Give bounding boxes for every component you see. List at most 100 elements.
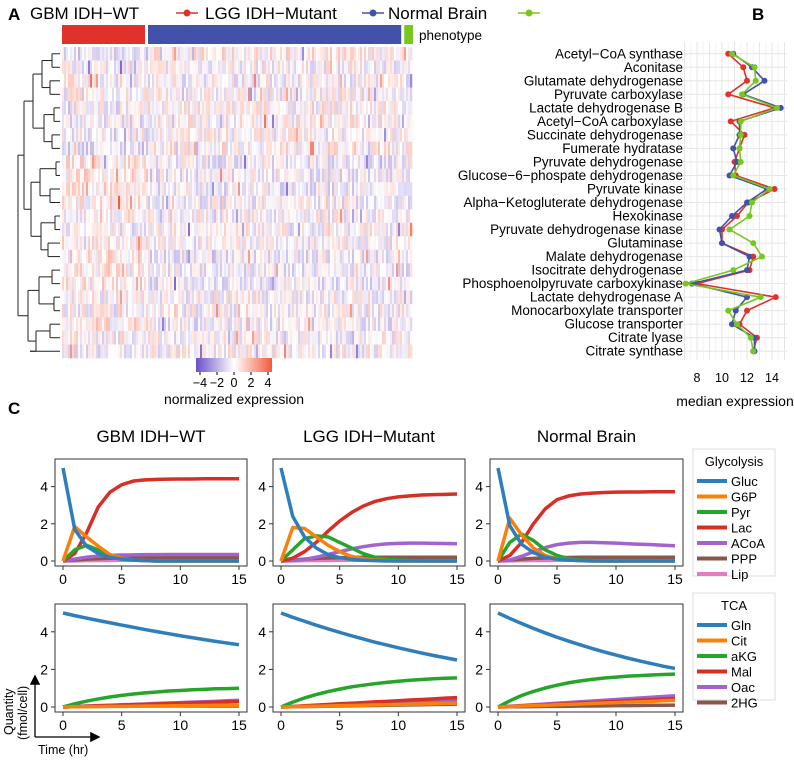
heatmap-cell xyxy=(124,87,127,102)
heatmap-cell xyxy=(328,344,331,359)
heatmap-cell xyxy=(262,263,265,278)
heatmap-cell xyxy=(378,317,381,332)
heatmap-cell xyxy=(130,60,133,75)
heatmap-cell xyxy=(386,155,389,169)
heatmap-cell xyxy=(182,317,185,332)
heatmap-cell xyxy=(148,317,151,332)
heatmap-cell xyxy=(400,290,403,305)
heatmap-cell xyxy=(376,317,379,332)
heatmap-cell xyxy=(276,114,279,129)
heatmap-cell xyxy=(276,249,279,264)
heatmap-cell xyxy=(342,87,345,102)
data-point xyxy=(744,199,750,206)
heatmap-cell xyxy=(286,249,289,264)
heatmap-cell xyxy=(324,128,327,142)
heatmap-cell xyxy=(244,155,247,169)
heatmap-cell xyxy=(220,236,223,251)
heatmap-cell xyxy=(402,114,405,129)
heatmap-cell xyxy=(194,155,197,169)
y-axis-label-line2: (fmol/cell) xyxy=(16,686,30,740)
heatmap-cell xyxy=(262,236,265,251)
heatmap-cell xyxy=(248,87,251,102)
heatmap-cell xyxy=(396,344,399,359)
heatmap-cell xyxy=(138,182,141,197)
heatmap-cell xyxy=(112,114,115,129)
heatmap-cell xyxy=(308,182,311,197)
heatmap-cell xyxy=(94,141,97,156)
heatmap-cell xyxy=(234,182,237,197)
heatmap-cell xyxy=(290,182,293,197)
heatmap-cell xyxy=(114,195,117,210)
heatmap-cell xyxy=(88,303,91,318)
heatmap-cell xyxy=(334,236,337,251)
heatmap-cell xyxy=(378,87,381,102)
heatmap-cell xyxy=(254,155,257,169)
heatmap-cell xyxy=(88,74,91,88)
heatmap-cell xyxy=(382,317,385,332)
heatmap-cell xyxy=(398,101,401,115)
heatmap-cell xyxy=(284,128,287,142)
heatmap-cell xyxy=(352,168,355,183)
heatmap-cell xyxy=(380,155,383,169)
heatmap-cell xyxy=(168,128,171,142)
heatmap-cell xyxy=(128,74,131,88)
heatmap-cell xyxy=(374,74,377,88)
heatmap-cell xyxy=(220,114,223,129)
heatmap-cell xyxy=(178,87,181,102)
heatmap-cell xyxy=(272,114,275,129)
heatmap-cell xyxy=(68,74,71,88)
heatmap-cell xyxy=(248,128,251,142)
heatmap-cell xyxy=(400,60,403,75)
heatmap-cell xyxy=(66,114,69,129)
heatmap-cell xyxy=(254,87,257,102)
heatmap-cell xyxy=(166,168,169,183)
heatmap-cell xyxy=(384,236,387,251)
heatmap-cell xyxy=(240,168,243,183)
heatmap-cell xyxy=(278,317,281,332)
heatmap-cell xyxy=(122,263,125,278)
heatmap-cell xyxy=(186,317,189,332)
heatmap-cell xyxy=(266,114,269,129)
heatmap-cell xyxy=(204,155,207,169)
heatmap-cell xyxy=(348,101,351,115)
heatmap-cell xyxy=(132,236,135,251)
heatmap-cell xyxy=(268,195,271,210)
heatmap-cell xyxy=(356,195,359,210)
heatmap-cell xyxy=(296,290,299,305)
heatmap-cell xyxy=(192,87,195,102)
heatmap-cell xyxy=(246,168,249,183)
heatmap-cell xyxy=(372,263,375,278)
heatmap-cell xyxy=(286,141,289,156)
heatmap-cell xyxy=(76,317,79,332)
heatmap-cell xyxy=(278,128,281,142)
heatmap-cell xyxy=(114,236,117,251)
heatmap-cell xyxy=(106,249,109,264)
heatmap-cell xyxy=(144,182,147,197)
heatmap-cell xyxy=(320,155,323,169)
heatmap-cell xyxy=(360,276,363,291)
heatmap-cell xyxy=(80,344,83,359)
heatmap-cell xyxy=(228,60,231,75)
heatmap-cell xyxy=(64,47,67,61)
heatmap-cell xyxy=(84,330,87,345)
y-tick-label: 2 xyxy=(475,661,483,677)
heatmap-cell xyxy=(166,209,169,224)
heatmap-cell xyxy=(158,236,161,251)
heatmap-cell xyxy=(376,236,379,251)
heatmap-cell xyxy=(296,330,299,345)
heatmap-cell xyxy=(196,182,199,197)
heatmap-cell xyxy=(384,290,387,305)
heatmap-cell xyxy=(384,222,387,237)
y-tick-label: 4 xyxy=(475,479,483,495)
heatmap-cell xyxy=(80,155,83,169)
heatmap-cell xyxy=(78,236,81,251)
heatmap-cell xyxy=(372,101,375,115)
heatmap-cell xyxy=(180,317,183,332)
heatmap-cell xyxy=(358,141,361,156)
heatmap-cell xyxy=(350,303,353,318)
heatmap-cell xyxy=(316,209,319,224)
heatmap-cell xyxy=(92,209,95,224)
heatmap-cell xyxy=(234,87,237,102)
heatmap-cell xyxy=(278,114,281,129)
heatmap-cell xyxy=(410,47,413,61)
